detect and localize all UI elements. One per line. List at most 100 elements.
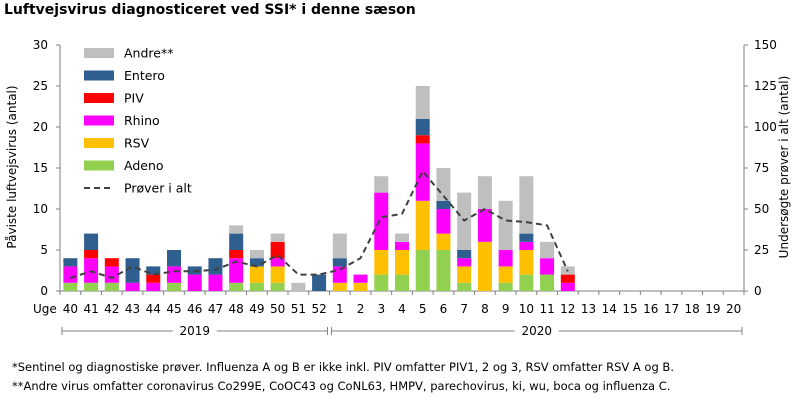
year-label: 2019 [179, 324, 210, 338]
x-tick-label: 8 [481, 302, 489, 316]
bar-rsv-49 [249, 266, 264, 283]
footnote-1: *Sentinel og diagnostiske prøver. Influe… [12, 360, 674, 374]
bar-rhino-47 [208, 274, 223, 291]
bar-rhino-11 [540, 258, 555, 275]
bar-rhino-43 [125, 282, 140, 291]
legend-label: Rhino [124, 113, 160, 128]
bar-piv-44 [146, 274, 161, 283]
year-label: 2020 [521, 324, 552, 338]
bar-adeno-7 [457, 282, 472, 291]
bar-entero-47 [208, 258, 223, 275]
bar-rhino-46 [187, 274, 202, 291]
legend-swatch-entero [84, 70, 114, 81]
x-tick-label: 19 [705, 302, 720, 316]
bar-rsv-5 [415, 200, 430, 250]
x-tick-label: 41 [83, 302, 98, 316]
bar-rhino-8 [477, 209, 492, 242]
bar-adeno-11 [540, 274, 555, 291]
legend-label: Prøver i alt [124, 181, 192, 196]
bar-rhino-48 [229, 258, 244, 283]
x-tick-label: 16 [643, 302, 658, 316]
bar-adeno-6 [436, 250, 451, 291]
bar-andre-1 [332, 233, 347, 259]
bar-adeno-40 [63, 282, 78, 291]
x-tick-label: 14 [602, 302, 617, 316]
bar-entero-7 [457, 250, 472, 259]
x-tick-label: 51 [291, 302, 306, 316]
y-tick-label: 0 [40, 284, 48, 298]
x-tick-label: 6 [440, 302, 448, 316]
bar-rhino-9 [498, 250, 513, 267]
bar-adeno-48 [229, 282, 244, 291]
bar-rhino-4 [395, 241, 409, 250]
legend: Andre** Entero PIV Rhino RSV Adeno Prøver i al… [84, 46, 192, 196]
y-tick-label: 5 [40, 243, 48, 257]
bar-rsv-8 [477, 241, 492, 291]
chart-title: Luftvejsvirus diagnosticeret ved SSI* i … [4, 2, 416, 18]
bar-rsv-6 [436, 233, 451, 250]
x-tick-label: 45 [166, 302, 181, 316]
y-tick-label: 10 [33, 202, 48, 216]
bar-rhino-6 [436, 209, 451, 234]
line-series [70, 169, 569, 279]
bar-rhino-50 [270, 258, 285, 267]
x-tick-label: 17 [664, 302, 679, 316]
footnote-2: **Andre virus omfatter coronavirus Co299… [12, 379, 671, 393]
legend-swatch-rhino [84, 115, 114, 126]
bar-rsv-3 [374, 250, 389, 275]
bar-andre-51 [291, 282, 306, 291]
bar-entero-44 [146, 266, 161, 275]
bar-andre-50 [270, 233, 285, 242]
bar-entero-49 [249, 258, 264, 267]
legend-label: Adeno [124, 158, 164, 173]
x-tick-label: 9 [502, 302, 510, 316]
bar-entero-10 [519, 233, 534, 242]
bar-piv-50 [270, 241, 285, 259]
x-tick-label: 49 [249, 302, 264, 316]
y-axis-label: Påviste luftvejsvirus (antal) [5, 85, 19, 248]
legend-swatch-piv [84, 93, 114, 103]
bars [63, 86, 575, 291]
x-tick-label: 12 [560, 302, 575, 316]
bar-rsv-7 [457, 266, 472, 283]
bar-adeno-4 [395, 274, 409, 291]
bar-rhino-5 [415, 143, 430, 201]
bar-piv-41 [84, 250, 99, 259]
x-tick-label: 42 [104, 302, 119, 316]
y-tick-label: 20 [33, 120, 48, 134]
bar-rsv-10 [519, 250, 534, 275]
bar-andre-48 [229, 225, 244, 234]
x-tick-label: 11 [539, 302, 554, 316]
x-tick-label: 46 [187, 302, 202, 316]
y2-tick-label: 75 [754, 161, 769, 175]
bar-adeno-41 [84, 282, 99, 291]
bar-piv-48 [229, 250, 244, 259]
x-tick-label: 2 [357, 302, 365, 316]
x-tick-label: 48 [229, 302, 244, 316]
y-tick-label: 15 [33, 161, 48, 175]
line-proever-i-alt [70, 169, 569, 279]
bar-entero-40 [63, 258, 78, 267]
bar-entero-52 [312, 274, 327, 291]
x-tick-label: 18 [685, 302, 700, 316]
x-tick-label: 50 [270, 302, 285, 316]
bar-adeno-42 [104, 282, 119, 291]
x-tick-label: 7 [460, 302, 468, 316]
bar-andre-4 [395, 233, 409, 242]
bar-entero-45 [167, 250, 181, 267]
bar-rhino-44 [146, 282, 161, 291]
bar-rhino-10 [519, 241, 534, 250]
bar-entero-48 [229, 233, 244, 250]
x-prefix-label: Uge [33, 302, 57, 316]
bar-rhino-12 [560, 282, 575, 291]
y2-tick-label: 125 [754, 79, 777, 93]
legend-label: Andre** [124, 46, 173, 61]
bar-adeno-10 [519, 274, 534, 291]
y2-tick-label: 25 [754, 243, 769, 257]
bar-adeno-45 [167, 282, 181, 291]
x-tick-label: 1 [336, 302, 344, 316]
bar-andre-10 [519, 176, 534, 234]
bar-rsv-9 [498, 266, 513, 283]
